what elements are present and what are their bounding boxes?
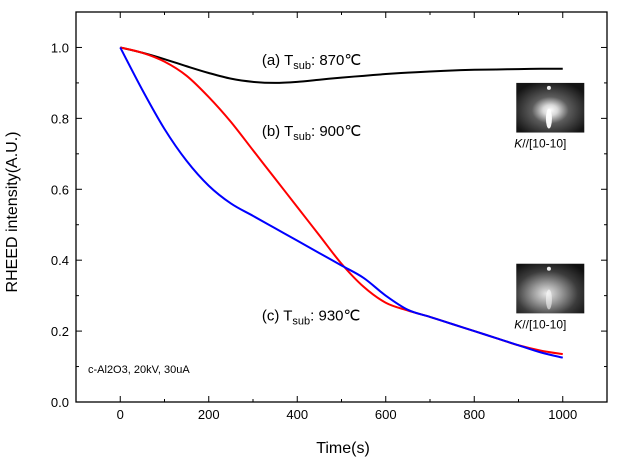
inset-caption: K//[10-10] — [514, 317, 566, 331]
inset-caption: K//[10-10] — [514, 137, 566, 151]
y-tick-label: 0.2 — [51, 324, 69, 339]
series-c-930c-line — [119, 46, 563, 359]
rheed-streak — [545, 108, 552, 129]
series-annotation-a: (a) Tsub: 870℃ — [262, 52, 361, 72]
series-annotation-c: (c) Tsub: 930℃ — [262, 307, 361, 327]
series-annotation-b: (b) Tsub: 900℃ — [262, 123, 361, 143]
insets-group: K//[10-10] K//[10-10] — [514, 82, 585, 331]
rheed-spot — [546, 266, 551, 271]
x-tick-label: 0 — [117, 407, 124, 422]
experiment-note: c-Al2O3, 20kV, 30uA — [88, 364, 190, 376]
x-tick-label: 600 — [375, 407, 397, 422]
series-a-870c-line — [120, 46, 563, 84]
plot-frame — [75, 11, 608, 403]
x-axis-title: Time(s) — [316, 440, 370, 457]
series-group — [119, 46, 563, 359]
rheed-pattern-inset-1: K//[10-10] — [514, 82, 585, 151]
rheed-pattern-inset-2: K//[10-10] — [514, 263, 585, 331]
y-tick-label: 0.6 — [51, 182, 69, 197]
x-tick-label: 200 — [198, 407, 220, 422]
y-tick-label: 0.0 — [51, 395, 69, 410]
y-tick-label: 0.8 — [51, 111, 69, 126]
rheed-streak — [545, 289, 552, 310]
plot-frame-group — [75, 11, 608, 403]
x-tick-label: 1000 — [548, 407, 577, 422]
x-tick-label: 800 — [463, 407, 485, 422]
axis-ticks-group: 0 200 400 600 800 1000 0.0 0.2 0.4 0.6 0.8 1.0 — [51, 11, 608, 422]
annotations-group: (a) Tsub: 870℃ (b) Tsub: 900℃ (c) Tsub: 93… — [262, 52, 361, 327]
y-tick-label: 1.0 — [51, 40, 69, 55]
x-tick-label: 400 — [286, 407, 308, 422]
y-axis-title: RHEED intensity(A.U.) — [4, 132, 21, 293]
rheed-spot — [546, 85, 551, 90]
y-tick-label: 0.4 — [51, 253, 69, 268]
